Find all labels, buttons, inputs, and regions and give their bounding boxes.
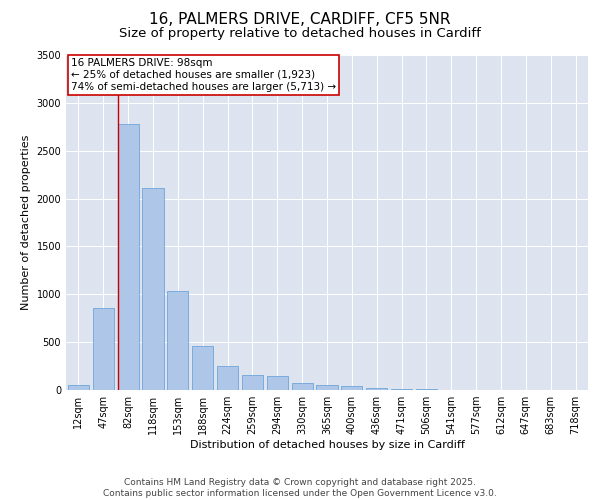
Bar — [242, 374, 263, 390]
Bar — [267, 376, 288, 390]
Bar — [217, 366, 238, 390]
Bar — [192, 346, 213, 390]
Bar — [391, 389, 412, 390]
Bar — [118, 124, 139, 390]
Bar — [142, 188, 164, 390]
Bar — [292, 384, 313, 390]
Text: 16, PALMERS DRIVE, CARDIFF, CF5 5NR: 16, PALMERS DRIVE, CARDIFF, CF5 5NR — [149, 12, 451, 28]
Bar — [93, 308, 114, 390]
Bar — [167, 292, 188, 390]
Bar — [341, 386, 362, 390]
Text: 16 PALMERS DRIVE: 98sqm
← 25% of detached houses are smaller (1,923)
74% of semi: 16 PALMERS DRIVE: 98sqm ← 25% of detache… — [71, 58, 337, 92]
Y-axis label: Number of detached properties: Number of detached properties — [21, 135, 31, 310]
Text: Contains HM Land Registry data © Crown copyright and database right 2025.
Contai: Contains HM Land Registry data © Crown c… — [103, 478, 497, 498]
Bar — [316, 384, 338, 390]
Bar — [416, 389, 437, 390]
X-axis label: Distribution of detached houses by size in Cardiff: Distribution of detached houses by size … — [190, 440, 464, 450]
Bar — [68, 384, 89, 390]
Text: Size of property relative to detached houses in Cardiff: Size of property relative to detached ho… — [119, 28, 481, 40]
Bar — [366, 388, 387, 390]
